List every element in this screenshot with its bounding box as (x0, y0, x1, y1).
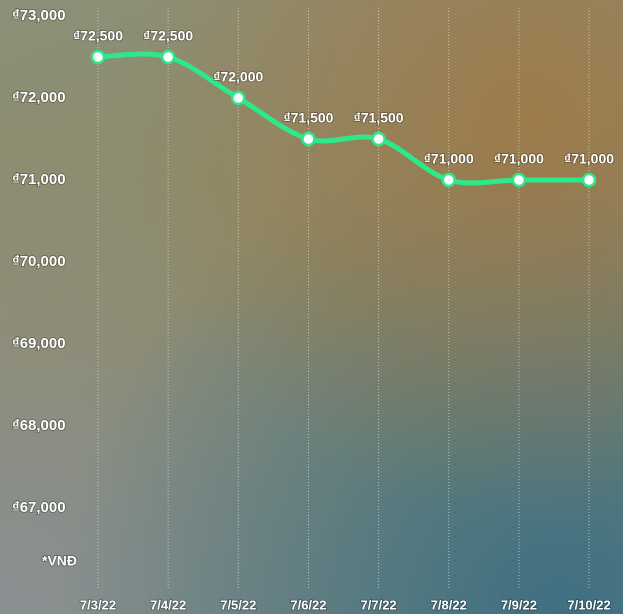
y-tick-label: ₫71,000 (12, 171, 66, 188)
x-tick-label: 7/3/22 (80, 597, 116, 612)
point (441, 172, 456, 188)
x-tick-label: 7/4/22 (150, 597, 186, 612)
point (581, 172, 597, 188)
value-label: ₫72,500 (73, 28, 123, 44)
point (301, 131, 316, 147)
value-label: ₫71,500 (354, 110, 404, 126)
y-tick-label: ₫68,000 (12, 417, 66, 434)
x-tick-label: 7/6/22 (290, 597, 326, 612)
point (511, 172, 527, 188)
value-label: ₫72,000 (213, 69, 263, 85)
x-tick-label: 7/9/22 (501, 597, 537, 612)
y-tick-label: ₫72,000 (12, 89, 66, 106)
value-label: ₫71,000 (564, 151, 614, 167)
y-tick-label: ₫69,000 (12, 335, 66, 352)
y-tick-label: ₫67,000 (12, 499, 66, 516)
point (160, 49, 176, 65)
x-tick-label: 7/10/22 (567, 597, 610, 612)
point (371, 131, 386, 147)
y-tick-label: ₫73,000 (12, 7, 66, 24)
annotation: *VNĐ (42, 553, 77, 569)
y-tick-label: ₫70,000 (12, 253, 66, 270)
value-label: ₫71,000 (424, 151, 474, 167)
value-label: ₫72,500 (143, 28, 193, 44)
value-label: ₫71,500 (283, 110, 333, 126)
x-tick-label: 7/8/22 (431, 597, 467, 612)
x-tick-label: 7/7/22 (361, 597, 397, 612)
point (231, 90, 246, 106)
value-label: ₫71,000 (494, 151, 544, 167)
point (90, 49, 106, 65)
x-tick-label: 7/5/22 (220, 597, 256, 612)
line (95, 51, 592, 186)
